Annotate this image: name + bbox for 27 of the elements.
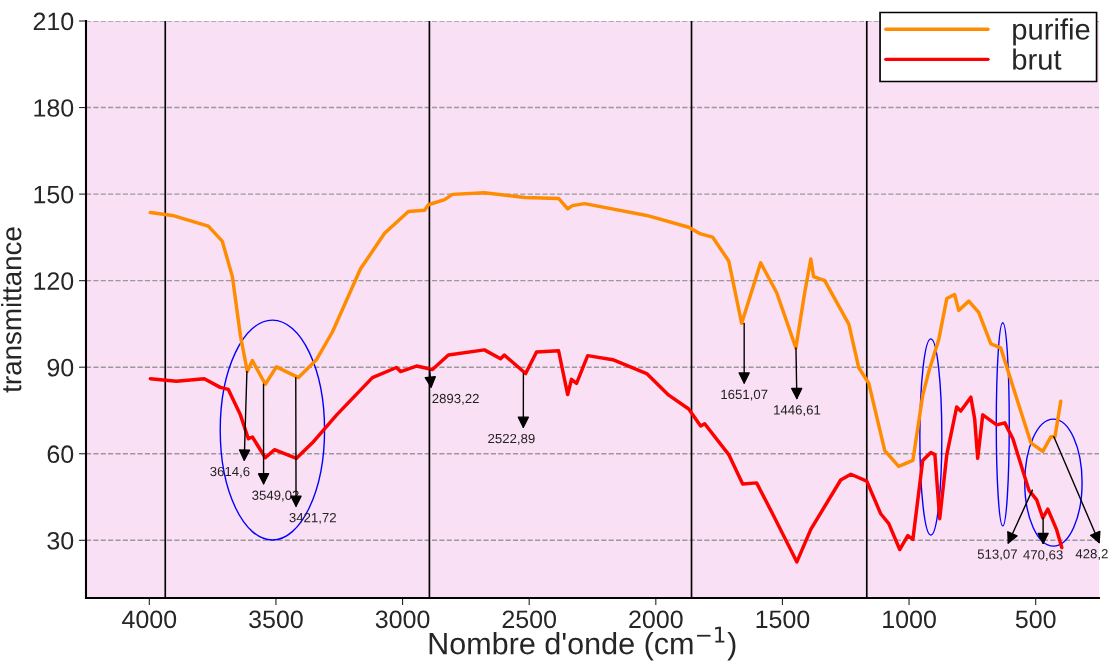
x-tick-label: 2500 (502, 610, 557, 629)
x-tick-label: 500 (1015, 610, 1056, 629)
y-tick-label: 180 (34, 99, 74, 117)
x-tick-label: 1500 (756, 610, 810, 629)
x-tick-label: 1000 (883, 610, 936, 629)
annotation: 470,63 (1023, 550, 1063, 562)
x-tick-label: 3500 (249, 610, 303, 629)
x-tick-label: 2000 (629, 610, 683, 629)
line-series (148, 190, 1063, 469)
y-tick-label: 210 (33, 12, 74, 31)
annotation: 1446,61 (774, 405, 821, 417)
annotation: 2522,89 (488, 433, 535, 445)
annotation: 428,2 (1075, 549, 1108, 560)
y-tick-label: 60 (47, 445, 74, 464)
x-tick-label: 3000 (375, 610, 430, 629)
y-axis-title: transmittance (1, 227, 22, 393)
y-tick-label: 90 (47, 358, 74, 377)
y-tick-label: 150 (34, 185, 74, 204)
annotation: 513,07 (977, 549, 1017, 561)
legend-label: brut (1013, 48, 1062, 70)
y-tick-label: 30 (47, 531, 74, 550)
legend-label: purifie (1013, 18, 1090, 46)
x-tick-label: 4000 (122, 610, 177, 629)
line-series (148, 348, 1064, 564)
y-tick-label: 120 (34, 272, 74, 290)
annotation: 1651,07 (721, 389, 768, 401)
annotation: 2893,22 (432, 393, 479, 405)
